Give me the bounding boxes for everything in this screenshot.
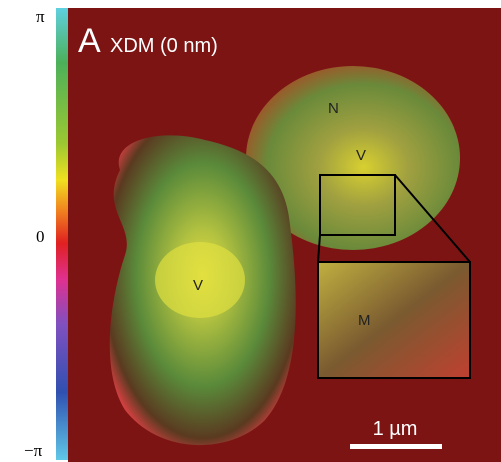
annotation: N — [328, 100, 339, 117]
inset — [318, 262, 470, 378]
annotation: M — [358, 312, 371, 329]
panel-label: A — [78, 22, 101, 60]
scale-bar — [350, 444, 442, 449]
figure: π 0 −π A XDM (0 nm) N V V M 1 µm — [0, 0, 501, 462]
colorbar — [56, 8, 68, 460]
panel-title: XDM (0 nm) — [110, 35, 218, 57]
annotation: V — [193, 277, 203, 294]
colorbar-tick: π — [36, 7, 45, 26]
annotation: V — [356, 147, 366, 164]
colorbar-tick: −π — [24, 441, 43, 460]
colorbar-tick: 0 — [36, 227, 45, 246]
scale-bar-label: 1 µm — [373, 418, 418, 440]
